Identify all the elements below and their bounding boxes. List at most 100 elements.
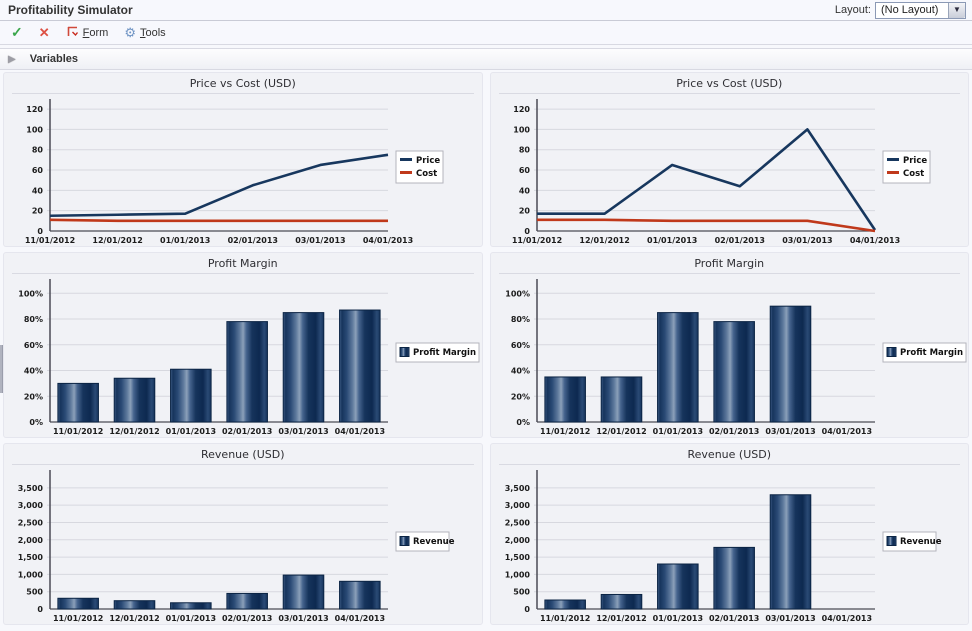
x-tick-label: 12/01/2012 <box>92 236 142 245</box>
layout-dropdown[interactable]: (No Layout) ▼ <box>875 1 966 19</box>
bar <box>57 597 99 610</box>
x-tick-label: 04/01/2013 <box>849 236 899 245</box>
y-tick-label: 60 <box>32 166 44 175</box>
x-tick-label: 03/01/2013 <box>765 614 815 623</box>
chart-title: Profit Margin <box>207 257 278 270</box>
chart-title-rule <box>498 273 960 274</box>
chart-panel-price-cost-1: Price vs Cost (USD) 0 20 40 60 80 100 120 11/01… <box>3 72 483 247</box>
line-series-price <box>49 153 389 218</box>
gear-icon: ⚙ <box>124 24 136 40</box>
x-tick-label: 11/01/2012 <box>539 427 589 436</box>
bar <box>712 546 755 610</box>
legend-swatch <box>399 347 410 357</box>
form-menu-button[interactable]: Form <box>63 23 112 43</box>
chart-svg: 0 500 1,000 1,500 2,000 2,500 3,000 3,500 11/01/… <box>18 470 455 623</box>
chart-canvas: 0 20 40 60 80 100 120 11/01/2012 12/01/2012 01/01… <box>4 95 482 246</box>
bar <box>113 600 156 610</box>
x-tick-label: 01/01/2013 <box>652 427 702 436</box>
chart-title: Price vs Cost (USD) <box>676 77 783 90</box>
x-tick-label: 04/01/2013 <box>363 236 413 245</box>
legend-label: Profit Margin <box>900 348 963 358</box>
form-button-label: Form <box>82 26 109 39</box>
x-tick-label: 12/01/2012 <box>596 614 646 623</box>
y-tick-label: 60% <box>510 341 529 350</box>
x-tick-label: 03/01/2013 <box>278 614 328 623</box>
left-splitter-handle[interactable] <box>0 345 3 393</box>
bar <box>113 377 156 423</box>
page-title: Profitability Simulator <box>8 3 133 17</box>
chart-canvas: 0% 20% 40% 60% 80% 100% 11/01/2012 12/01/2012 01… <box>491 275 969 437</box>
chart-svg: 0% 20% 40% 60% 80% 100% 11/01/2012 12/01/2012 01… <box>18 279 480 436</box>
chart-title-rule <box>12 273 474 274</box>
ok-button[interactable]: ✓ <box>8 22 26 43</box>
y-tick-label: 20% <box>510 392 529 401</box>
x-tick-label: 04/01/2013 <box>821 427 871 436</box>
legend-box <box>395 150 444 184</box>
bar <box>339 309 381 423</box>
x-tick-label: 02/01/2013 <box>708 427 758 436</box>
chart-title-rule <box>12 464 474 465</box>
y-tick-label: 100 <box>513 125 530 134</box>
legend-label: Price <box>903 156 927 166</box>
chart-svg: 0 20 40 60 80 100 120 11/01/2012 12/01/2012 01/01… <box>25 99 444 245</box>
bar <box>769 494 811 610</box>
charts-grid: Price vs Cost (USD) 0 20 40 60 80 100 120 11/01… <box>0 70 972 627</box>
chart-canvas: 0 500 1,000 1,500 2,000 2,500 3,000 3,500 11/01/… <box>491 466 969 624</box>
layout-dropdown-arrow-button[interactable]: ▼ <box>948 2 965 18</box>
y-tick-label: 40% <box>24 367 43 376</box>
chart-canvas: 0 500 1,000 1,500 2,000 2,500 3,000 3,500 11/01/… <box>4 466 482 624</box>
chart-panel-revenue-1: Revenue (USD) 0 500 1,000 1,500 2,000 2,500 3,… <box>3 443 483 625</box>
bar <box>543 376 586 423</box>
chart-title: Revenue (USD) <box>687 448 772 461</box>
y-tick-label: 3,500 <box>18 484 44 493</box>
toolbar-separator <box>0 45 972 48</box>
legend-label: Cost <box>416 169 437 179</box>
bar <box>57 382 99 423</box>
chart-panel-profit-margin-2: Profit Margin 0% 20% 40% 60% 80% 100% 11/01/20… <box>489 252 969 438</box>
y-tick-label: 40 <box>518 186 530 195</box>
y-tick-label: 1,000 <box>504 570 530 579</box>
x-tick-label: 12/01/2012 <box>109 427 159 436</box>
bar <box>543 599 586 610</box>
x-tick-label: 12/01/2012 <box>596 427 646 436</box>
legend-box <box>882 150 930 184</box>
legend-swatch <box>400 171 412 174</box>
legend-box <box>882 342 966 363</box>
bar <box>226 592 268 610</box>
x-tick-label: 02/01/2013 <box>222 427 272 436</box>
legend-label: Revenue <box>900 537 942 547</box>
chart-canvas: 0% 20% 40% 60% 80% 100% 11/01/2012 12/01/2012 01… <box>4 275 482 437</box>
x-tick-label: 02/01/2013 <box>228 236 278 245</box>
bar <box>600 593 642 610</box>
cancel-button[interactable]: ✕ <box>36 23 53 43</box>
bar <box>170 602 212 610</box>
y-tick-label: 60 <box>518 166 530 175</box>
chart-title: Profit Margin <box>694 257 765 270</box>
chart-title-rule <box>498 93 960 94</box>
tools-menu-button[interactable]: ⚙ Tools <box>121 23 168 43</box>
expand-triangle-icon[interactable]: ▶ <box>8 53 16 65</box>
y-tick-label: 1,500 <box>504 553 530 562</box>
legend-swatch <box>400 158 412 161</box>
y-tick-label: 100% <box>505 289 530 298</box>
bar <box>170 368 212 423</box>
tools-button-label: Tools <box>139 26 166 39</box>
y-tick-label: 0 <box>37 605 43 614</box>
x-tick-label: 02/01/2013 <box>714 236 764 245</box>
line-series-cost <box>536 218 875 233</box>
y-tick-label: 80% <box>24 315 43 324</box>
x-tick-label: 11/01/2012 <box>53 427 103 436</box>
layout-label: Layout: <box>834 4 871 16</box>
x-tick-label: 04/01/2013 <box>335 427 385 436</box>
x-tick-label: 01/01/2013 <box>166 427 216 436</box>
y-tick-label: 2,000 <box>18 536 44 545</box>
chart-panel-profit-margin-1: Profit Margin 0% 20% 40% 60% 80% 100% 11/01/20… <box>3 252 483 438</box>
x-tick-label: 01/01/2013 <box>166 614 216 623</box>
y-tick-label: 20 <box>32 207 44 216</box>
x-tick-label: 02/01/2013 <box>222 614 272 623</box>
layout-dropdown-value[interactable]: (No Layout) <box>881 3 939 16</box>
variables-section-header[interactable]: ▶ Variables <box>0 48 972 70</box>
chart-canvas: 0 20 40 60 80 100 120 11/01/2012 12/01/2012 01/01… <box>491 95 969 246</box>
y-tick-label: 3,500 <box>504 484 530 493</box>
chart-title: Revenue (USD) <box>201 448 285 461</box>
